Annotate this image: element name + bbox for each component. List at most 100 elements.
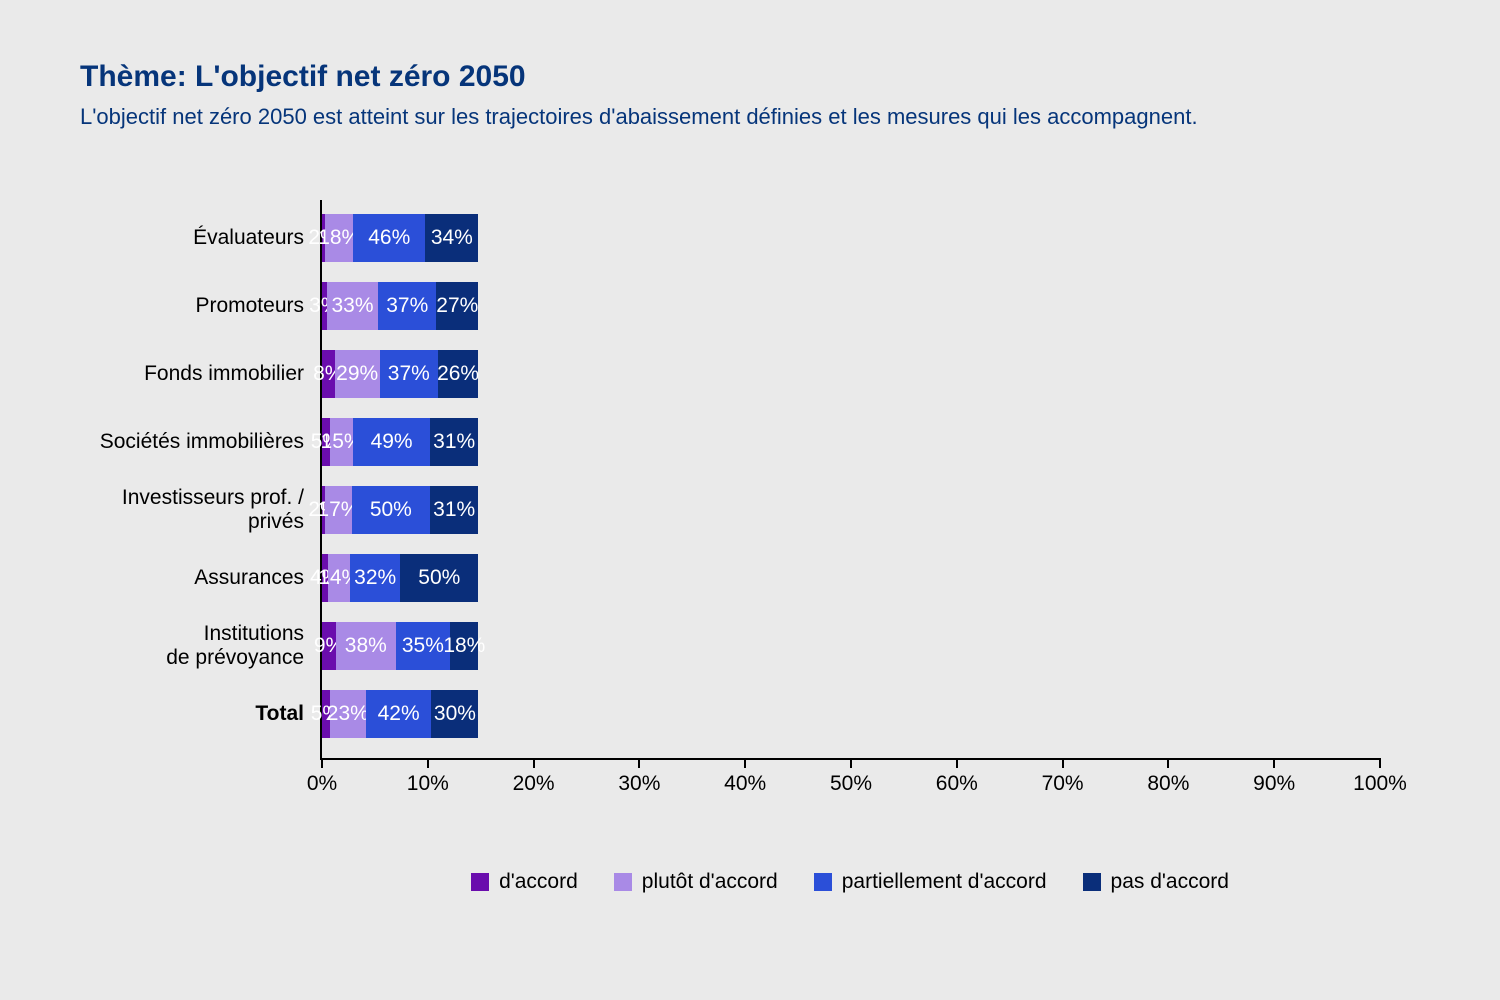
- stacked-bar: 2%18%46%34%: [322, 214, 478, 262]
- bar-segment: 37%: [380, 350, 438, 398]
- stacked-bar: 8%29% 37% 26%: [322, 350, 478, 398]
- bar-segment: 30%: [431, 690, 478, 738]
- bar-value-label: 38%: [345, 634, 387, 658]
- bar-row: Assurances4%14%32%50%: [322, 554, 1380, 602]
- x-axis-label: 90%: [1253, 758, 1295, 796]
- bar-value-label: 46%: [368, 226, 410, 250]
- x-axis-label: 0%: [307, 758, 337, 796]
- bar-segment: 8%: [322, 350, 335, 398]
- bar-row: Institutionsde prévoyance9%38%35%18%: [322, 622, 1380, 670]
- legend-item: partiellement d'accord: [814, 870, 1047, 894]
- bar-value-label: 29%: [336, 362, 378, 386]
- bar-segment: 31%: [430, 418, 479, 466]
- row-tick: [320, 410, 322, 418]
- row-tick: [320, 274, 322, 282]
- bar-value-label: 50%: [370, 498, 412, 522]
- bar-segment: 15%: [330, 418, 353, 466]
- bar-value-label: 31%: [433, 430, 475, 454]
- bar-segment: 17%: [325, 486, 352, 534]
- bar-segment: 50%: [400, 554, 478, 602]
- row-tick: [320, 342, 322, 350]
- row-tick: [320, 682, 322, 690]
- y-axis-label: Institutionsde prévoyance: [82, 622, 322, 670]
- legend-label: pas d'accord: [1111, 870, 1229, 894]
- x-axis-label: 50%: [830, 758, 872, 796]
- chart-subtitle: L'objectif net zéro 2050 est atteint sur…: [80, 104, 1420, 130]
- stacked-bar: 3%33%37%27%: [322, 282, 478, 330]
- x-axis-label: 60%: [936, 758, 978, 796]
- bar-value-label: 42%: [378, 702, 420, 726]
- bar-segment: 38%: [336, 622, 395, 670]
- plot-region: Évaluateurs2%18%46%34%Promoteurs3%33%37%…: [320, 200, 1380, 760]
- bar-row: Évaluateurs2%18%46%34%: [322, 214, 1380, 262]
- bar-segment: 33%: [327, 282, 379, 330]
- bar-row: Sociétés immobilières5%15%49%31%: [322, 418, 1380, 466]
- bar-segment: 35%: [396, 622, 451, 670]
- bar-value-label: 37%: [386, 294, 428, 318]
- bar-segment: 42%: [366, 690, 432, 738]
- bar-row: Investisseurs prof. /privés2%17%50%31%: [322, 486, 1380, 534]
- bar-segment: 27%: [436, 282, 478, 330]
- chart-title: Thème: L'objectif net zéro 2050: [80, 60, 1420, 94]
- bar-value-label: 27%: [436, 294, 478, 318]
- legend-item: d'accord: [471, 870, 578, 894]
- bar-segment: 31%: [430, 486, 479, 534]
- bar-value-label: 23%: [327, 702, 369, 726]
- row-tick: [320, 206, 322, 214]
- x-axis-label: 80%: [1147, 758, 1189, 796]
- row-tick: [320, 614, 322, 622]
- bar-segment: 49%: [353, 418, 430, 466]
- bar-segment: 26%: [438, 350, 479, 398]
- legend-label: d'accord: [499, 870, 578, 894]
- bar-value-label: 34%: [431, 226, 473, 250]
- bar-row: Fonds immobilier8%29%37%26%: [322, 350, 1380, 398]
- legend-item: plutôt d'accord: [614, 870, 778, 894]
- bar-segment: 29%: [335, 350, 380, 398]
- x-axis-label: 40%: [724, 758, 766, 796]
- stacked-bar: 5%23%42%30%: [322, 690, 478, 738]
- stacked-bar: 5%15%49%31%: [322, 418, 478, 466]
- bar-segment: 18%: [450, 622, 478, 670]
- bar-segment: 34%: [425, 214, 478, 262]
- bar-value-label: 32%: [354, 566, 396, 590]
- legend: d'accord plutôt d'accord partiellement d'a…: [320, 870, 1380, 894]
- legend-swatch: [1083, 873, 1101, 891]
- legend-swatch: [471, 873, 489, 891]
- bar-segment: 50%: [352, 486, 430, 534]
- legend-item: pas d'accord: [1083, 870, 1229, 894]
- bar-value-label: 35%: [402, 634, 444, 658]
- x-axis-label: 20%: [513, 758, 555, 796]
- legend-label: plutôt d'accord: [642, 870, 778, 894]
- x-axis-label: 70%: [1042, 758, 1084, 796]
- bar-segment: 9%: [322, 622, 336, 670]
- bar-row: Total5%23%42%30%: [322, 690, 1380, 738]
- row-tick: [320, 546, 322, 554]
- bar-segment: 32%: [350, 554, 400, 602]
- bar-segment: 18%: [325, 214, 353, 262]
- x-axis-label: 30%: [618, 758, 660, 796]
- legend-swatch: [814, 873, 832, 891]
- x-axis-label: 10%: [407, 758, 449, 796]
- row-tick: [320, 478, 322, 486]
- bar-value-label: 37%: [388, 362, 430, 386]
- y-axis-label: Évaluateurs: [82, 226, 322, 250]
- stacked-bar: 4%14%32%50%: [322, 554, 478, 602]
- chart-area: Évaluateurs2%18%46%34%Promoteurs3%33%37%…: [320, 200, 1380, 894]
- y-axis-label: Assurances: [82, 566, 322, 590]
- y-axis-label: Sociétés immobilières: [82, 430, 322, 454]
- bar-value-label: 49%: [371, 430, 413, 454]
- bar-row: Promoteurs3%33%37%27%: [322, 282, 1380, 330]
- bar-value-label: 33%: [331, 294, 373, 318]
- bar-segment: 14%: [328, 554, 350, 602]
- y-axis-label: Investisseurs prof. /privés: [82, 486, 322, 534]
- bar-segment: 37%: [378, 282, 436, 330]
- bar-value-label: 30%: [434, 702, 476, 726]
- bar-value-label: 18%: [443, 634, 485, 658]
- bar-segment: 46%: [353, 214, 425, 262]
- bar-value-label: 31%: [433, 498, 475, 522]
- legend-swatch: [614, 873, 632, 891]
- x-axis-label: 100%: [1353, 758, 1407, 796]
- bar-segment: 23%: [330, 690, 366, 738]
- stacked-bar: 2%17%50%31%: [322, 486, 478, 534]
- y-axis-label: Promoteurs: [82, 294, 322, 318]
